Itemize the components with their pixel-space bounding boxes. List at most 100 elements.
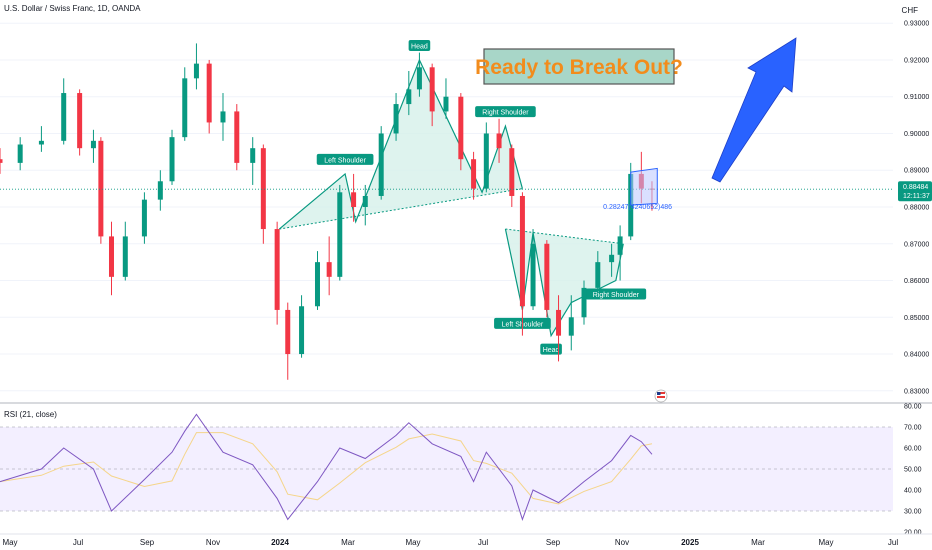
current-price-tag: 0.88484 12:11:37 bbox=[898, 181, 932, 202]
callout-box: Ready to Break Out? bbox=[475, 48, 683, 85]
candle-body bbox=[378, 133, 384, 196]
breakout-arrow-icon bbox=[711, 37, 797, 183]
candle-body bbox=[98, 140, 104, 237]
us-flag-stripe bbox=[657, 396, 665, 398]
callout-text: Ready to Break Out? bbox=[475, 56, 683, 79]
candle-body bbox=[314, 262, 320, 307]
price-axis[interactable]: 0.93000 0.92000 0.91000 0.90000 0.89000 0.880… bbox=[898, 21, 932, 396]
candle-body bbox=[169, 137, 175, 182]
candle-body bbox=[471, 159, 477, 189]
us-flag-icon bbox=[654, 389, 668, 403]
rsi-ma-line bbox=[0, 432, 653, 505]
rsi-tick-label: 30.00 bbox=[904, 509, 922, 516]
candle-body bbox=[220, 111, 226, 123]
candle-body bbox=[299, 306, 305, 355]
candle-body bbox=[458, 96, 464, 160]
price-tick-label: 0.92000 bbox=[904, 57, 929, 64]
price-tick-label: 0.86000 bbox=[904, 278, 929, 285]
candle-body bbox=[234, 111, 240, 163]
head-and-shoulders-right-shoulder-label: Right Shoulder bbox=[475, 106, 536, 118]
flag-channel bbox=[630, 167, 658, 206]
head-and-shoulders-right-shoulder-label-text: Right Shoulder bbox=[482, 110, 529, 117]
rsi-tick-label: 70.00 bbox=[904, 425, 922, 432]
candle-body bbox=[416, 67, 422, 90]
head-and-shoulders-right-shoulder-label-bg bbox=[475, 106, 536, 118]
candle-body bbox=[206, 63, 212, 123]
rsi-tick-label: 40.00 bbox=[904, 488, 922, 495]
candle-body bbox=[141, 199, 147, 237]
inverse-head-and-shoulders-fill bbox=[505, 229, 624, 336]
candle-body bbox=[406, 89, 412, 105]
time-tick-label: 2024 bbox=[271, 538, 289, 547]
us-flag-canton bbox=[657, 392, 661, 395]
inverse-head-and-shoulders-right-shoulder-label-text: Right Shoulder bbox=[593, 292, 640, 299]
current-price-value: 0.88484 bbox=[903, 184, 928, 191]
rsi-title[interactable]: RSI (21, close) bbox=[4, 410, 57, 419]
time-tick-label: Nov bbox=[206, 538, 220, 547]
candle-body bbox=[530, 243, 536, 307]
candle-body bbox=[443, 96, 449, 112]
candle-body bbox=[157, 181, 163, 200]
time-axis[interactable]: May Jul Sep Nov 2024 Mar May Jul Sep Nov 2025 Mar Ma… bbox=[0, 533, 932, 547]
price-tick-label: 0.83000 bbox=[904, 388, 929, 395]
candle-body bbox=[122, 236, 128, 277]
time-tick-label: Jul bbox=[73, 538, 83, 547]
price-tick-label: 0.85000 bbox=[904, 315, 929, 322]
candle-body bbox=[609, 254, 615, 263]
candle-body bbox=[193, 63, 199, 79]
candle-body bbox=[108, 236, 114, 277]
head-and-shoulders-head-label-bg bbox=[408, 39, 431, 51]
head-and-shoulders-left-shoulder-label-bg bbox=[316, 153, 374, 165]
candle-body bbox=[90, 140, 96, 149]
time-tick-label: 2025 bbox=[681, 538, 699, 547]
time-tick-label: Jul bbox=[478, 538, 488, 547]
time-tick-label: May bbox=[818, 538, 833, 547]
price-tick-label: 0.88000 bbox=[904, 205, 929, 212]
candle-body bbox=[362, 195, 368, 207]
ratio-label: 0.28247(4240652)486 bbox=[603, 204, 672, 211]
candle-body bbox=[496, 133, 502, 149]
price-tick-label: 0.84000 bbox=[904, 352, 929, 359]
candle-body bbox=[617, 236, 623, 255]
time-tick-label: Nov bbox=[615, 538, 629, 547]
current-price-countdown: 12:11:37 bbox=[903, 193, 930, 200]
inverse-head-and-shoulders-head-label-text: Head bbox=[543, 347, 560, 354]
callout-bg bbox=[483, 48, 675, 85]
rsi-axis[interactable]: 80.00 70.00 60.00 50.00 40.00 30.00 20.00 bbox=[904, 404, 922, 537]
head-and-shoulders-head-label-text: Head bbox=[411, 43, 428, 50]
candle-body bbox=[250, 148, 256, 163]
candle-body bbox=[595, 262, 601, 288]
price-tick-label: 0.91000 bbox=[904, 94, 929, 101]
rsi-tick-label: 80.00 bbox=[904, 404, 922, 411]
annotation-layer: 0.28247(4240652)486 Ready to Break Out? bbox=[0, 37, 893, 403]
inverse-head-and-shoulders-right-shoulder-label-bg bbox=[585, 288, 647, 300]
currency-label: CHF bbox=[901, 6, 918, 15]
rsi-pane bbox=[0, 413, 893, 521]
rsi-tick-label: 50.00 bbox=[904, 467, 922, 474]
inverse-head-and-shoulders-head-label-bg bbox=[540, 343, 562, 355]
candle-body bbox=[182, 78, 188, 138]
candle-body bbox=[351, 192, 357, 207]
candle-body bbox=[519, 195, 525, 307]
candle-body bbox=[38, 140, 44, 145]
head-and-shoulders-left-shoulder-label-text: Left Shoulder bbox=[324, 157, 366, 164]
candle-body bbox=[326, 262, 332, 277]
time-tick-label: Sep bbox=[140, 538, 155, 547]
time-tick-label: Sep bbox=[546, 538, 561, 547]
candle-body bbox=[61, 93, 67, 141]
time-tick-label: Mar bbox=[341, 538, 355, 547]
current-price-tag-bg bbox=[898, 181, 932, 202]
symbol-title[interactable]: U.S. Dollar / Swiss Franc, 1D, OANDA bbox=[4, 4, 141, 13]
candle-body bbox=[274, 229, 280, 310]
head-and-shoulders-left-shoulder-label: Left Shoulder bbox=[316, 153, 374, 165]
candle-body bbox=[337, 192, 343, 277]
candle-body bbox=[285, 309, 291, 355]
candle-body bbox=[581, 287, 587, 318]
time-tick-label: May bbox=[2, 538, 17, 547]
rsi-tick-label: 20.00 bbox=[904, 530, 922, 537]
rsi-line bbox=[0, 413, 653, 521]
head-and-shoulders-neckline bbox=[279, 188, 523, 230]
candle-body bbox=[556, 309, 562, 336]
